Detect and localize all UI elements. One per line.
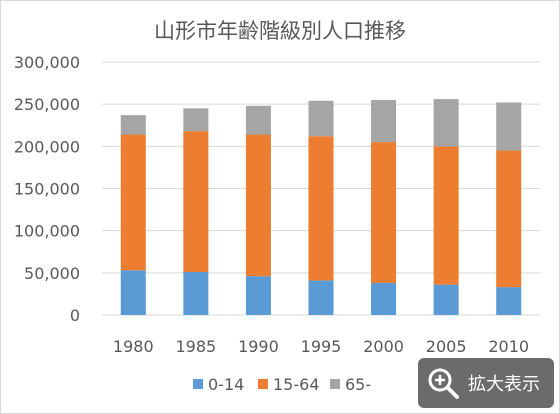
bar-segment [433, 99, 459, 147]
x-tick-label: 2005 [426, 337, 467, 356]
legend-swatch [258, 379, 268, 389]
bar-segment [308, 136, 334, 281]
legend-swatch [193, 379, 203, 389]
y-tick-label: 200,000 [14, 137, 80, 156]
bar-segment [496, 102, 522, 151]
x-tick-label: 1980 [113, 337, 154, 356]
legend-label: 15-64 [273, 375, 320, 394]
chart-title: 山形市年齢階級別人口推移 [154, 19, 406, 43]
bar-segment [245, 276, 271, 315]
bar-segment [308, 280, 334, 315]
y-tick-label: 300,000 [14, 53, 80, 72]
legend-label: 0-14 [208, 375, 244, 394]
bar-segment [308, 100, 334, 137]
x-tick-label: 2010 [488, 337, 529, 356]
bar-segment [496, 150, 522, 288]
bar-segment [120, 134, 146, 271]
bar-segment [371, 99, 397, 143]
zoom-button[interactable]: 拡大表示 [418, 358, 554, 408]
y-tick-label: 250,000 [14, 95, 80, 114]
bar-segment [433, 146, 459, 285]
x-tick-label: 1985 [175, 337, 216, 356]
bar-segment [496, 287, 522, 315]
legend-swatch [330, 379, 340, 389]
bar-segment [183, 108, 209, 132]
bar-segment [183, 131, 209, 272]
bar-segment [371, 142, 397, 283]
y-tick-label: 50,000 [24, 264, 80, 283]
legend-label: 65- [345, 375, 371, 394]
x-tick-label: 1995 [301, 337, 342, 356]
bar-segment [433, 284, 459, 315]
bar-segment [245, 105, 271, 135]
x-tick-label: 2000 [363, 337, 404, 356]
zoom-button-label: 拡大表示 [468, 374, 540, 395]
bar-segment [183, 271, 209, 315]
bar-segment [120, 115, 146, 135]
y-tick-label: 100,000 [14, 222, 80, 241]
bar-segment [120, 270, 146, 315]
y-tick-label: 150,000 [14, 180, 80, 199]
zoom-in-icon [428, 368, 459, 399]
y-tick-label: 0 [70, 306, 80, 325]
x-tick-label: 1990 [238, 337, 279, 356]
bar-segment [371, 282, 397, 315]
bar-segment [245, 134, 271, 277]
